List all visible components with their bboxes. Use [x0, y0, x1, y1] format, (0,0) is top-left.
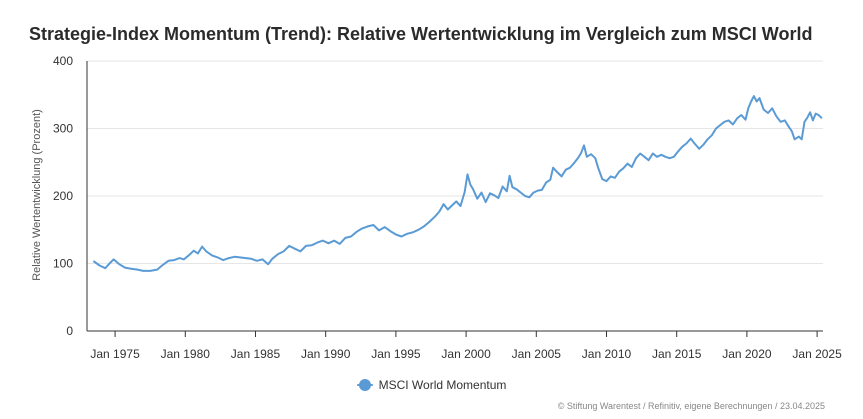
gridlines [87, 60, 823, 264]
x-tick-label: Jan 1985 [231, 347, 281, 361]
legend-dot [358, 379, 371, 391]
chart-title: Strategie-Index Momentum (Trend): Relati… [29, 24, 813, 44]
x-tick-label: Jan 1980 [161, 347, 211, 361]
x-tick-label: Jan 1975 [90, 347, 140, 361]
series-line-msci-world-momentum[interactable] [93, 95, 823, 272]
source-credit: © Stiftung Warentest / Refinitiv, eigene… [557, 401, 825, 411]
series-lines [93, 95, 823, 272]
y-tick-labels: 0 100 200 300 400 [53, 54, 73, 338]
x-tick-label: Jan 1995 [371, 347, 421, 361]
x-tick-label: Jan 2015 [652, 347, 702, 361]
y-tick-label: 200 [53, 189, 73, 203]
y-tick-label: 300 [53, 122, 73, 136]
x-tick-label: Jan 2025 [792, 347, 842, 361]
y-tick-label: 100 [53, 257, 73, 271]
x-tick-label: Jan 2010 [582, 347, 632, 361]
y-axis-title: Relative Wertentwicklung (Prozent) [31, 109, 43, 281]
y-tick-label: 400 [53, 54, 73, 68]
legend-label: MSCI World Momentum [378, 378, 507, 392]
legend-marker-icon [356, 379, 373, 391]
y-tick-label: 0 [66, 324, 73, 338]
x-tick-label: Jan 2005 [512, 347, 562, 361]
x-tick-label: Jan 2020 [722, 347, 772, 361]
legend[interactable]: MSCI World Momentum [0, 378, 863, 394]
x-tick-label: Jan 2000 [441, 347, 491, 361]
legend-item-msci-world-momentum[interactable]: MSCI World Momentum [356, 378, 507, 392]
x-tick-labels: Jan 1975 Jan 1980 Jan 1985 Jan 1990 Jan 1995… [90, 347, 842, 361]
x-tick-label: Jan 1990 [301, 347, 351, 361]
axes [86, 61, 823, 337]
